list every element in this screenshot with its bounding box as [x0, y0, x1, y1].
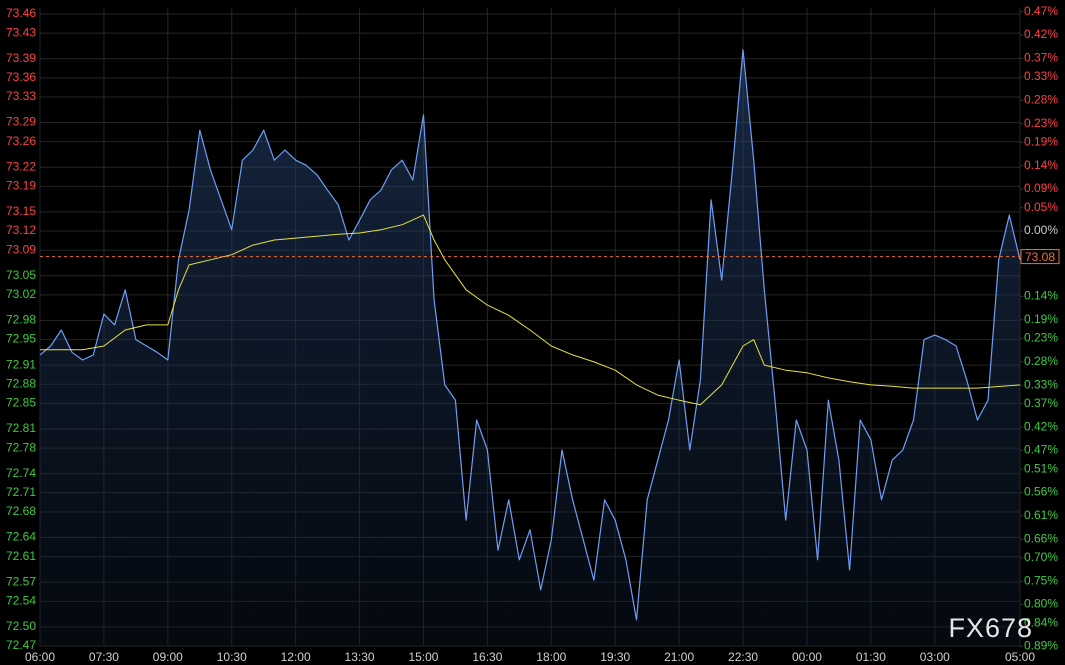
y-tick-label: 73.46 — [6, 6, 36, 20]
y-tick-label: 72.64 — [6, 530, 36, 544]
y2-tick-label: 0.14% — [1024, 158, 1058, 172]
y-tick-label: 72.68 — [6, 504, 36, 518]
y2-tick-label: 0.70% — [1024, 550, 1058, 564]
x-tick-label: 09:00 — [153, 650, 183, 664]
y2-tick-label: 0.84% — [1024, 615, 1058, 629]
y-tick-label: 72.81 — [6, 421, 36, 435]
y2-tick-label: 0.80% — [1024, 597, 1058, 611]
y2-tick-label: 0.28% — [1024, 354, 1058, 368]
y2-tick-label: 0.42% — [1024, 27, 1058, 41]
reference-label-box — [1020, 249, 1060, 265]
y-tick-label: 72.91 — [6, 357, 36, 371]
area — [40, 49, 1020, 646]
y-tick-label: 73.22 — [6, 159, 36, 173]
y2-tick-label: 0.61% — [1024, 508, 1058, 522]
y2-tick-label: 0.33% — [1024, 377, 1058, 391]
x-tick-label: 01:30 — [856, 650, 886, 664]
line — [39, 49, 1021, 621]
y-tick-label: 73.15 — [6, 204, 36, 218]
x-tick-label: 21:00 — [664, 650, 694, 664]
y-tick-label: 73.12 — [6, 223, 36, 237]
x-tick-label: 13:30 — [345, 650, 375, 664]
y2-tick-label: 0.89% — [1024, 639, 1058, 653]
y2-tick-label: 0.56% — [1024, 485, 1058, 499]
y2-tick-label: 0.37% — [1024, 51, 1058, 65]
x-tick-label: 15:00 — [408, 650, 438, 664]
y-tick-label: 73.02 — [6, 287, 36, 301]
y-tick-label: 72.61 — [6, 549, 36, 563]
y2-tick-label: 0.47% — [1024, 443, 1058, 457]
y-tick-label: 73.39 — [6, 51, 36, 65]
y-tick-label: 73.26 — [6, 134, 36, 148]
x-tick-label: 12:00 — [281, 650, 311, 664]
y2-tick-label: 0.23% — [1024, 116, 1058, 130]
x-tick-label: 19:30 — [600, 650, 630, 664]
y2-tick-label: 0.19% — [1024, 135, 1058, 149]
watermark: FX678 — [948, 613, 1033, 643]
x-tick-label: 07:30 — [89, 650, 119, 664]
y-tick-label: 73.09 — [6, 242, 36, 256]
x-tick-label: 03:00 — [920, 650, 950, 664]
y2-tick-label: 0.09% — [1024, 181, 1058, 195]
y2-tick-label: 0.42% — [1024, 419, 1058, 433]
y-tick-label: 72.78 — [6, 440, 36, 454]
x-tick-label: 10:30 — [217, 650, 247, 664]
x-tick-label: 18:00 — [536, 650, 566, 664]
line — [40, 214, 1021, 406]
y-tick-label: 72.88 — [6, 376, 36, 390]
y-tick-label: 73.19 — [6, 179, 36, 193]
x-tick-label: 16:30 — [472, 650, 502, 664]
y2-tick-label: 0.00% — [1024, 223, 1058, 237]
labels: 06:00 07:30 09:00 10:30 12:00 13:30 15:00 16:30… — [6, 4, 1060, 664]
y-tick-label: 72.71 — [6, 485, 36, 499]
y-tick-label: 72.85 — [6, 396, 36, 410]
y2-tick-label: 0.14% — [1024, 289, 1058, 303]
y2-tick-label: 0.28% — [1024, 93, 1058, 107]
y2-tick-label: 0.47% — [1024, 4, 1058, 18]
y-tick-label: 72.50 — [6, 619, 36, 633]
plot — [39, 49, 1021, 646]
y-tick-label: 73.36 — [6, 70, 36, 84]
x-tick-label: 06:00 — [25, 650, 55, 664]
y-tick-label: 73.05 — [6, 268, 36, 282]
y-tick-label: 72.95 — [6, 332, 36, 346]
y-tick-label: 72.98 — [6, 313, 36, 327]
y-tick-label: 72.74 — [6, 466, 36, 480]
reference-label: 73.08 — [1025, 250, 1055, 264]
y-tick-label: 72.57 — [6, 574, 36, 588]
x-tick-label: 22:30 — [728, 650, 758, 664]
y-tick-label: 73.43 — [6, 25, 36, 39]
y2-tick-label: 0.37% — [1024, 396, 1058, 410]
y2-tick-label: 0.23% — [1024, 331, 1058, 345]
y2-tick-label: 0.75% — [1024, 573, 1058, 587]
y2-tick-label: 0.66% — [1024, 531, 1058, 545]
y2-tick-label: 0.05% — [1024, 200, 1058, 214]
y-tick-label: 73.33 — [6, 89, 36, 103]
y-tick-label: 72.47 — [6, 638, 36, 652]
y-tick-label: 72.54 — [6, 593, 36, 607]
y2-tick-label: 0.51% — [1024, 461, 1058, 475]
y-tick-label: 73.29 — [6, 115, 36, 129]
x-tick-label: 05:00 — [1005, 650, 1035, 664]
y2-tick-label: 0.19% — [1024, 312, 1058, 326]
y2-tick-label: 0.33% — [1024, 69, 1058, 83]
x-tick-label: 00:00 — [792, 650, 822, 664]
